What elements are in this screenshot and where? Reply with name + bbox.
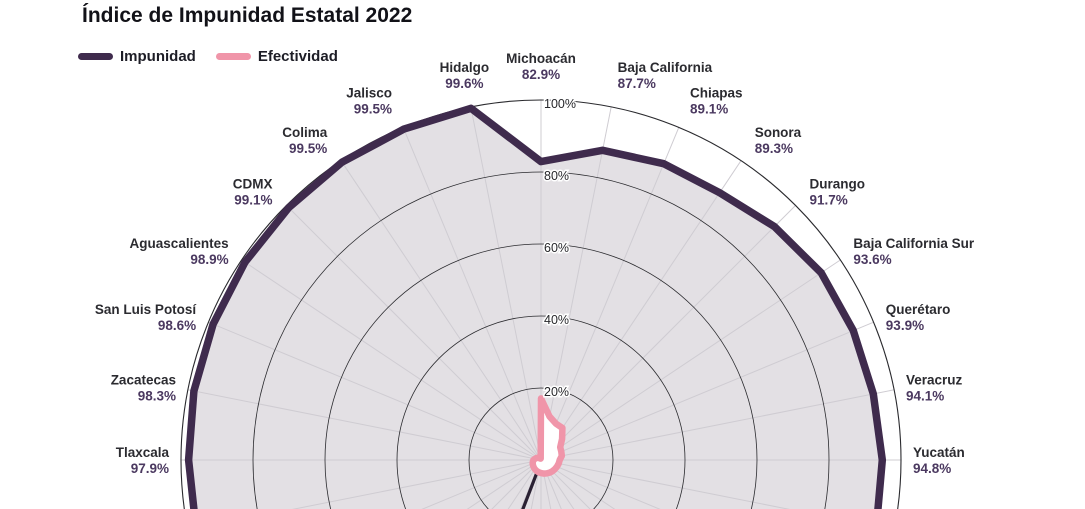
state-name-label: Aguascalientes [130,236,229,251]
state-value-label: 99.6% [445,76,483,91]
legend-label-impunidad: Impunidad [120,48,196,65]
radial-spoke [466,459,542,509]
state-value-label: 98.3% [138,388,176,403]
state-label: Colima 99.5% [282,125,328,156]
state-label: Sonora 89.3% [755,125,802,156]
state-name-label: Sonora [755,125,802,140]
radial-spoke [540,160,742,461]
state-value-label: 98.6% [158,318,196,333]
grid-circle [180,99,902,509]
state-name-label: San Luis Potosí [95,302,198,317]
state-value-label: 87.7% [618,76,656,91]
radial-spoke [540,205,796,461]
state-label: Jalisco 99.5% [346,85,392,116]
state-label: Hidalgo 99.6% [440,60,490,91]
impunidad-swatch-icon [78,53,113,60]
state-label: Chiapas 89.1% [690,85,743,116]
state-value-label: 89.1% [690,101,728,116]
radial-spoke [470,106,542,461]
state-value-label: 91.7% [810,193,848,208]
state-name-label: Michoacán [506,51,576,66]
state-name-label: Querétaro [886,302,951,317]
radial-tick-label: 40% [544,313,569,327]
radial-spoke [540,459,661,509]
grid-circle [468,387,614,509]
state-label: San Luis Potosí 98.6% [95,302,198,333]
state-name-label: Jalisco [346,85,392,100]
state-label: Yucatán 94.8% [913,445,965,476]
state-value-label: 99.1% [234,193,272,208]
state-label: CDMX 99.1% [233,177,273,208]
state-value-label: 82.9% [522,67,560,82]
radial-spoke [241,259,542,461]
state-value-label: 93.9% [886,318,924,333]
state-value-label: 89.3% [755,141,793,156]
state-label: Zacatecas 98.3% [111,372,176,403]
state-name-label: Veracruz [906,372,963,387]
radial-spoke [208,321,542,461]
impunidad-area-fill [188,108,883,509]
state-name-label: Yucatán [913,445,965,460]
radial-spoke [340,160,542,461]
legend-item-efectividad: Efectividad [215,48,338,65]
state-name-label: Baja California [618,60,713,75]
state-label: Michoacán 82.9% [506,51,576,82]
radial-tick-label: 100% [544,97,576,111]
page-title: Índice de Impunidad Estatal 2022 [82,4,413,27]
state-name-label: Zacatecas [111,372,176,387]
state-label: Aguascalientes 98.9% [130,236,229,267]
radial-spoke [540,321,874,461]
radial-spoke [540,259,841,461]
radial-spoke [540,459,616,509]
radial-spoke [540,106,612,461]
state-name-label: Hidalgo [440,60,490,75]
state-value-label: 94.8% [913,461,951,476]
state-value-label: 97.9% [131,461,169,476]
efectividad-swatch-icon [215,53,251,60]
state-label: Tlaxcala 97.9% [116,445,170,476]
radial-spoke [540,389,895,461]
state-label: Querétaro 93.9% [886,302,951,333]
state-value-label: 98.9% [190,252,228,267]
state-label: Veracruz 94.1% [906,372,963,403]
radial-spoke [540,459,791,509]
state-value-label: 94.1% [906,388,944,403]
state-name-label: Durango [810,177,866,192]
radial-tick-label: 20% [544,385,569,399]
efectividad-line [529,395,566,477]
grid-circle [252,171,830,509]
legend-label-efectividad: Efectividad [257,48,338,65]
state-name-label: Colima [282,125,328,140]
legend-item-impunidad: Impunidad [78,48,196,65]
state-name-label: CDMX [233,177,273,192]
grid-circle [324,243,758,509]
radial-spoke [421,459,542,509]
radial-spoke [491,459,542,509]
state-value-label: 93.6% [853,252,891,267]
radial-spoke [540,127,680,461]
radial-spoke [540,459,591,509]
state-value-label: 99.5% [354,101,392,116]
legend: Impunidad Efectividad [78,48,338,65]
radial-tick-label: 80% [544,169,569,183]
state-label: Baja California Sur 93.6% [853,236,975,267]
radial-spoke [291,459,542,509]
radial-spoke [286,205,542,461]
radial-spoke [402,127,542,461]
state-name-label: Baja California Sur [853,236,975,251]
grid-circle [396,315,686,509]
state-label: Baja California 87.7% [618,60,713,91]
radial-spoke [187,389,542,461]
state-label: Durango 91.7% [810,177,866,208]
state-value-label: 99.5% [289,141,327,156]
impunidad-line [184,104,887,509]
radial-tick-label: 60% [544,241,569,255]
state-name-label: Chiapas [690,85,743,100]
state-name-label: Tlaxcala [116,445,170,460]
